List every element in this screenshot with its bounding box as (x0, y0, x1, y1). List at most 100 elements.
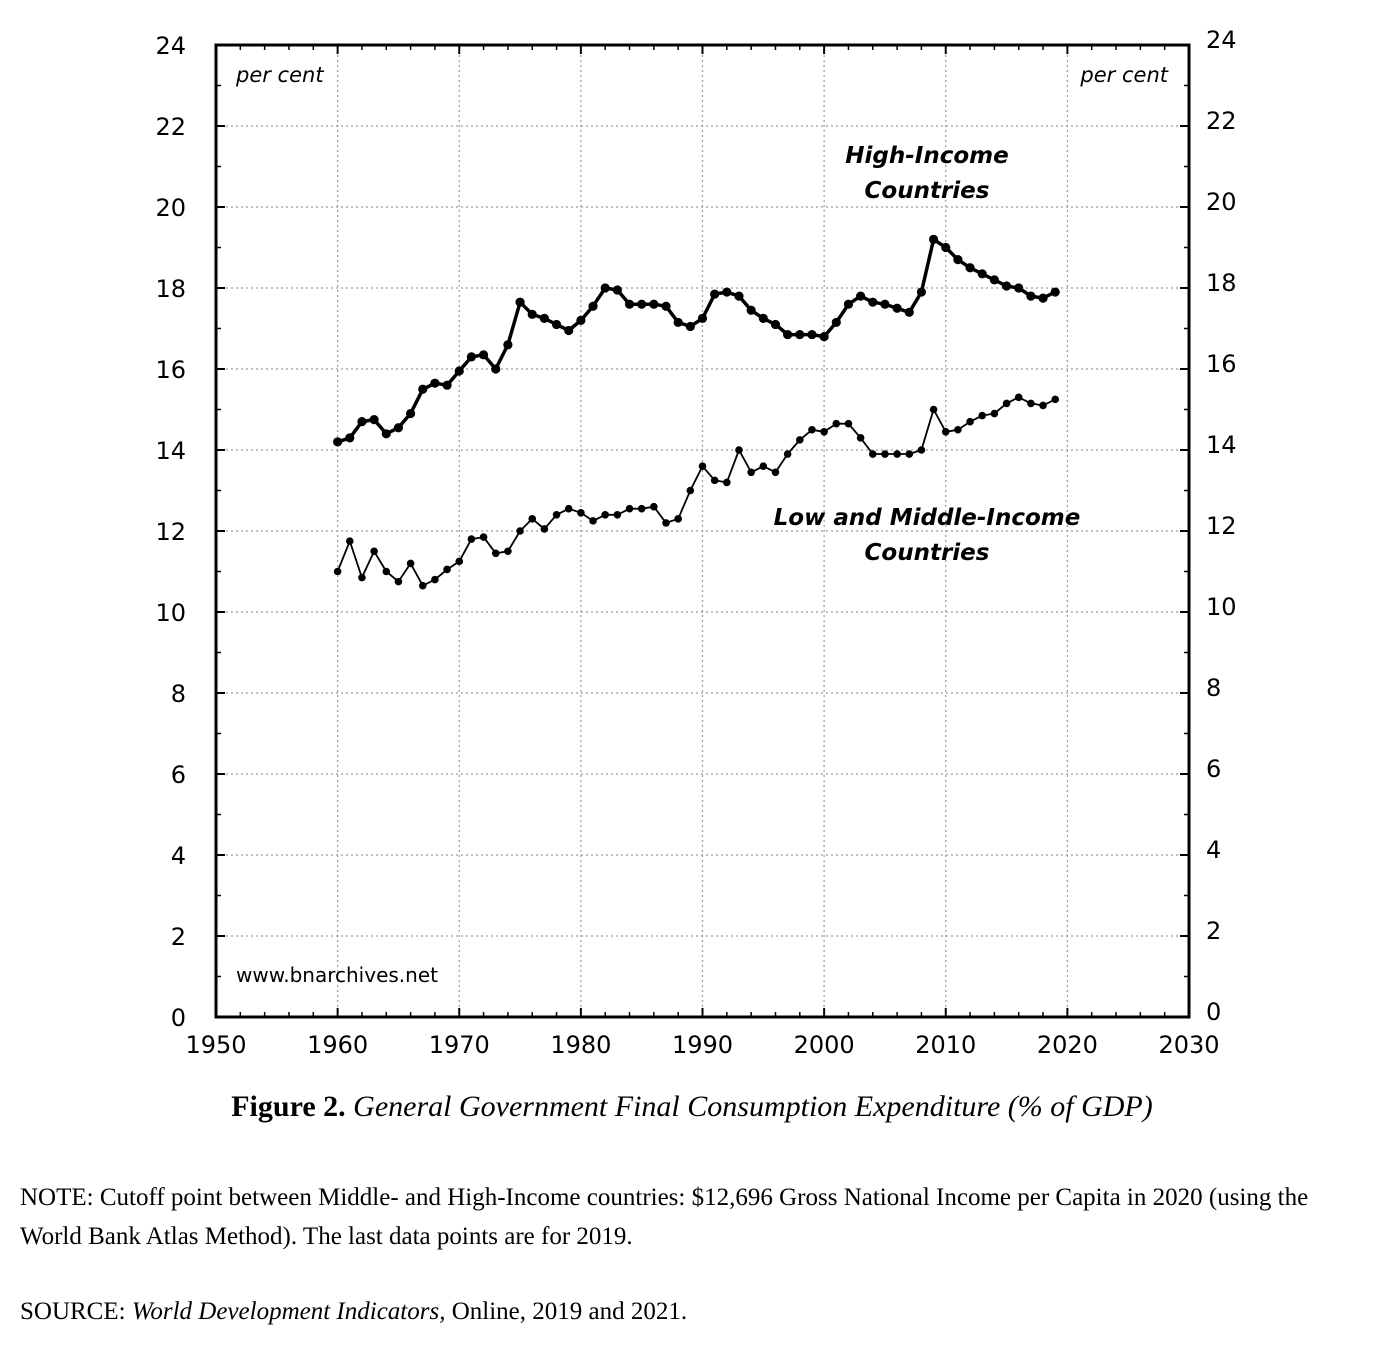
series-labels: High-Income Countries Low and Middle-Inc… (774, 143, 1081, 566)
y-left-tick-label: 22 (155, 113, 186, 141)
data-point-high-income (393, 423, 404, 433)
series-label-low-middle-income-line2: Countries (865, 540, 990, 566)
data-point-low-middle-income (540, 525, 549, 533)
source-rest: Online, 2019 and 2021. (451, 1298, 688, 1325)
data-point-high-income (381, 429, 391, 439)
data-point-high-income (442, 380, 452, 390)
y-left-tick-label: 2 (171, 923, 186, 951)
data-point-low-middle-income (370, 547, 378, 556)
data-point-high-income (819, 332, 829, 342)
data-point-high-income (916, 287, 927, 297)
data-point-high-income (588, 301, 598, 311)
data-point-low-middle-income (978, 411, 987, 420)
y-right-tick-label: 4 (1206, 836, 1221, 864)
data-point-high-income (478, 350, 489, 360)
data-point-low-middle-income (637, 504, 646, 513)
x-axis-tick-labels: 1950 1960 1970 1980 1990 2000 2010 2020 2030 (185, 1031, 1219, 1059)
data-point-low-middle-income (455, 557, 464, 566)
data-point-low-middle-income (905, 450, 914, 458)
data-point-low-middle-income (443, 565, 451, 574)
data-point-low-middle-income (431, 575, 439, 584)
data-point-high-income (491, 364, 501, 374)
y-left-tick-label: 12 (155, 518, 186, 546)
data-point-low-middle-income (358, 573, 366, 582)
data-point-low-middle-income (613, 511, 622, 519)
x-tick-label: 1970 (429, 1031, 490, 1059)
grid-lines (216, 45, 1189, 1017)
data-point-high-income (369, 415, 379, 425)
data-point-high-income (843, 299, 854, 309)
x-tick-label: 1960 (307, 1031, 368, 1059)
series-line-high-income (337, 237, 1056, 444)
data-point-low-middle-income (820, 427, 828, 436)
y-left-tick-label: 6 (171, 761, 186, 789)
data-point-low-middle-income (382, 567, 391, 576)
data-point-high-income (345, 433, 355, 443)
source-prefix: SOURCE: (20, 1298, 126, 1325)
data-point-low-middle-income (783, 450, 792, 458)
data-point-low-middle-income (625, 504, 634, 513)
series-label-high-income-line1: High-Income (845, 143, 1008, 169)
axis-ticks (215, 44, 1190, 1018)
x-tick-label: 2030 (1158, 1031, 1219, 1059)
y-left-tick-label: 10 (155, 599, 186, 627)
y-right-tick-label: 2 (1206, 917, 1221, 945)
data-point-low-middle-income (1002, 399, 1011, 408)
data-point-high-income (649, 299, 659, 309)
data-point-high-income (1001, 281, 1012, 291)
data-point-low-middle-income (941, 427, 950, 436)
x-tick-label: 2020 (1037, 1031, 1098, 1059)
data-point-high-income (697, 313, 708, 323)
data-point-high-income (880, 299, 890, 309)
data-point-low-middle-income (577, 508, 585, 517)
y-right-tick-label: 10 (1206, 593, 1237, 621)
data-point-low-middle-income (650, 502, 658, 511)
data-point-high-income (904, 307, 914, 317)
x-tick-label: 1950 (185, 1031, 246, 1059)
data-point-low-middle-income (759, 462, 768, 471)
y-right-tick-label: 20 (1206, 188, 1237, 216)
data-point-high-income (685, 321, 695, 332)
data-point-high-income (357, 417, 367, 427)
data-point-high-income (1050, 287, 1060, 297)
data-point-high-income (722, 287, 732, 297)
data-point-low-middle-income (698, 462, 707, 471)
figure-title: General Government Final Consumption Exp… (353, 1090, 1153, 1123)
data-point-low-middle-income (552, 511, 561, 519)
data-point-low-middle-income (868, 450, 877, 458)
data-point-high-income (928, 234, 939, 244)
data-point-high-income (892, 303, 902, 313)
y-right-tick-label: 22 (1206, 107, 1237, 135)
y-left-tick-label: 4 (171, 842, 186, 870)
data-point-low-middle-income (990, 409, 999, 418)
data-point-low-middle-income (491, 549, 500, 558)
x-tick-label: 2010 (915, 1031, 976, 1059)
data-point-low-middle-income (564, 504, 573, 513)
data-point-high-income (941, 242, 951, 253)
data-point-high-income (418, 384, 428, 394)
data-point-high-income (515, 297, 525, 307)
data-point-low-middle-income (333, 567, 342, 576)
y-right-tick-label: 16 (1206, 350, 1237, 378)
series-lines (333, 234, 1060, 590)
data-point-high-income (637, 299, 647, 309)
data-point-high-income (795, 329, 805, 340)
y-right-tick-label: 6 (1206, 755, 1221, 783)
y-left-tick-label: 16 (155, 356, 186, 384)
y-left-tick-label: 18 (155, 275, 186, 303)
data-point-high-income (831, 317, 841, 328)
data-point-high-income (576, 315, 586, 325)
data-point-high-income (953, 255, 963, 265)
data-point-high-income (466, 352, 477, 362)
data-point-low-middle-income (954, 425, 962, 434)
figure-note: NOTE: Cutoff point between Middle- and H… (20, 1184, 1309, 1250)
y-right-tick-label: 0 (1206, 998, 1221, 1026)
data-point-low-middle-income (406, 559, 415, 568)
data-point-low-middle-income (881, 450, 889, 458)
data-point-high-income (1026, 291, 1036, 301)
data-point-high-income (430, 378, 440, 388)
data-point-high-income (758, 313, 768, 323)
y-left-tick-label: 14 (155, 437, 186, 465)
data-point-high-income (539, 313, 549, 323)
